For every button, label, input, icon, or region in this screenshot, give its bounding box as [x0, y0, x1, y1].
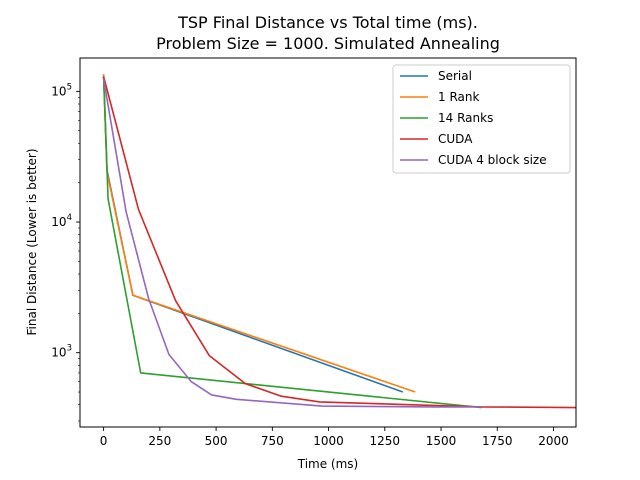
- y-tick-label: 105: [51, 82, 72, 98]
- x-tick-label: 1750: [482, 434, 513, 448]
- x-tick-label: 250: [148, 434, 171, 448]
- series-line-3: [102, 76, 577, 409]
- series-lines: [102, 74, 577, 409]
- y-axis: 103 104 105: [51, 82, 80, 422]
- x-tick-label: 1250: [370, 434, 401, 448]
- x-axis-label: Time (ms): [297, 457, 359, 471]
- series-line-4: [102, 78, 482, 408]
- legend-box: [392, 64, 571, 174]
- legend-label-3: CUDA: [438, 132, 473, 146]
- x-tick-label: 750: [261, 434, 284, 448]
- legend-label-0: Serial: [438, 69, 472, 83]
- x-tick-label: 0: [100, 434, 108, 448]
- chart-title-line-2: Problem Size = 1000. Simulated Annealing: [156, 34, 500, 53]
- x-tick-label: 1500: [426, 434, 457, 448]
- y-axis-label: Final Distance (Lower is better): [25, 148, 39, 335]
- x-tick-label: 1000: [313, 434, 344, 448]
- legend-label-2: 14 Ranks: [438, 111, 493, 125]
- legend-label-4: CUDA 4 block size: [438, 153, 547, 167]
- x-axis: 0 250 500 750 1000 1250 1500 1750 2000: [100, 427, 569, 448]
- x-tick-label: 2000: [538, 434, 569, 448]
- chart-title-line-1: TSP Final Distance vs Total time (ms).: [177, 13, 478, 32]
- series-line-2: [102, 76, 482, 409]
- y-tick-label: 103: [51, 344, 72, 360]
- y-tick-label: 104: [51, 213, 72, 229]
- legend: Serial 1 Rank 14 Ranks CUDA CUDA 4 block siz…: [392, 64, 571, 174]
- legend-label-1: 1 Rank: [438, 90, 479, 104]
- x-tick-label: 500: [205, 434, 228, 448]
